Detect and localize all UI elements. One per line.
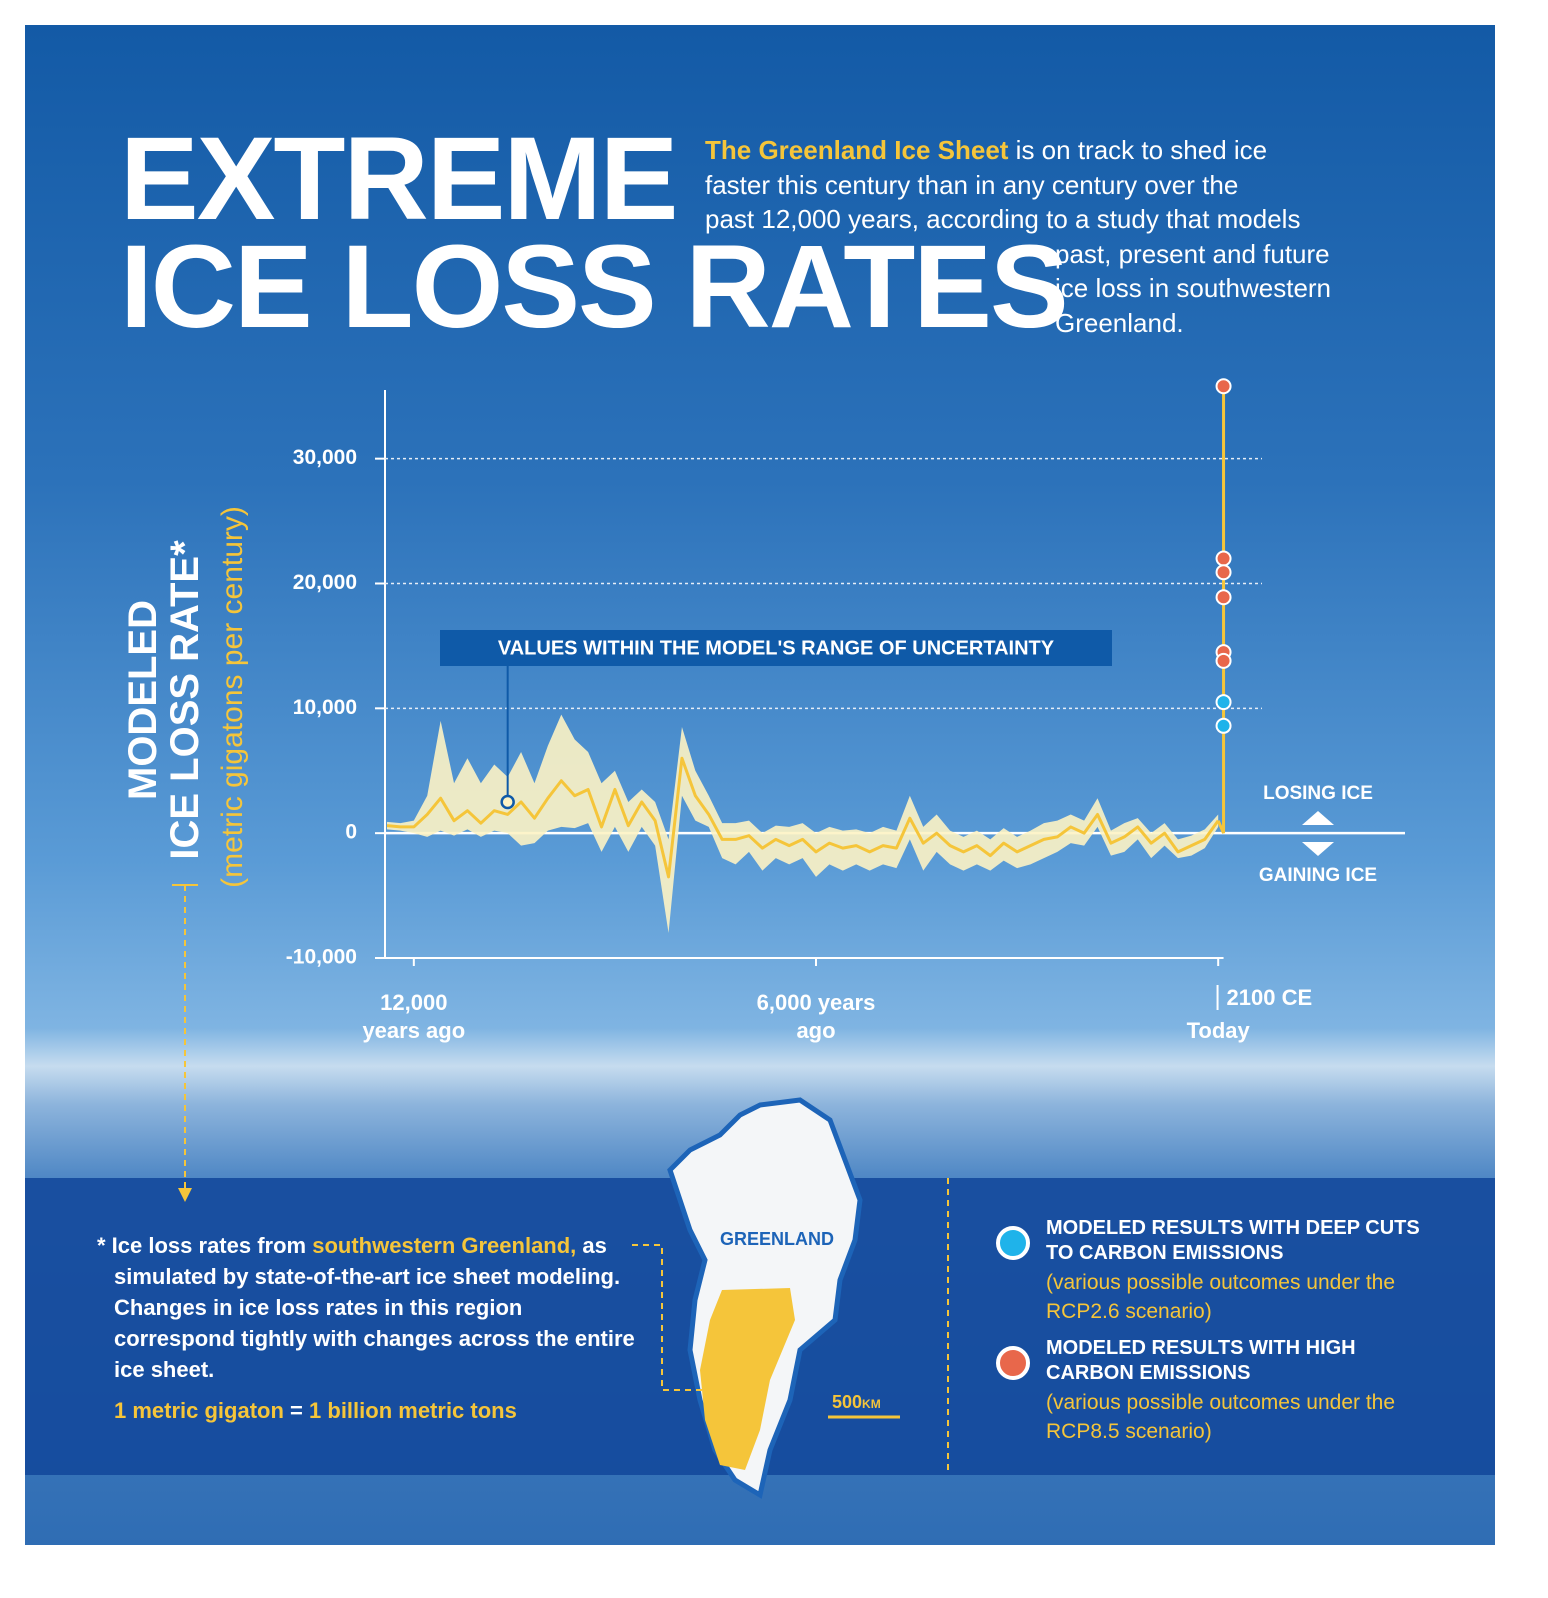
title-line: ICE LOSS RATES <box>120 221 1069 353</box>
unit-right: 1 billion metric tons <box>309 1398 517 1423</box>
losing-label: LOSING ICE <box>1263 783 1373 804</box>
annotation-box <box>440 630 1112 666</box>
projection-point <box>1215 550 1232 567</box>
y-tick-label: 20,000 <box>293 571 357 594</box>
arrow-head <box>178 1188 192 1202</box>
title: EXTREME ICE LOSS RATES <box>120 113 1069 353</box>
down-arrow <box>1302 842 1334 856</box>
annotation-text: VALUES WITHIN THE MODEL'S RANGE OF UNCER… <box>498 637 1055 659</box>
scale-label: 500KM <box>832 1392 881 1413</box>
intro-line: past 12,000 years, according to a study … <box>705 204 1301 234</box>
legend-note: (various possible outcomes under the RCP… <box>1046 1391 1396 1443</box>
x-tick-label: Today <box>1186 1018 1250 1043</box>
intro-line: Greenland. <box>1055 307 1184 338</box>
legend-note: (various possible outcomes under the RCP… <box>1046 1271 1396 1323</box>
x-end-label: 2100 CE <box>1226 985 1313 1010</box>
unit-note: 1 metric gigaton = 1 billion metric tons <box>114 1398 517 1424</box>
y-axis-title-line: ICE LOSS RATE* <box>163 540 207 860</box>
y-axis-title: MODELEDICE LOSS RATE* <box>121 540 207 860</box>
projection-point <box>1215 717 1232 734</box>
intro-line: past, present and future <box>1055 238 1330 269</box>
y-axis-title-line: MODELED <box>121 600 165 800</box>
legend-name: MODELED RESULTS WITH HIGH CARBON EMISSIO… <box>1046 1337 1356 1384</box>
legend-marker <box>996 1346 1030 1380</box>
median-line <box>386 756 1220 879</box>
legend-marker <box>996 1226 1030 1260</box>
southwest-region <box>700 1288 795 1470</box>
scale-value: 500 <box>832 1392 863 1412</box>
unit-eq: = <box>290 1398 303 1423</box>
y-tick-label: 10,000 <box>293 696 357 719</box>
footnote: * Ice loss rates from southwestern Green… <box>97 1230 649 1385</box>
projection-point <box>1215 652 1232 669</box>
map-label: GREENLAND <box>720 1229 835 1249</box>
intro-line: The Greenland Ice Sheet is on track to s… <box>705 133 1331 168</box>
map <box>667 1097 900 1499</box>
footnote-text: * Ice loss rates from <box>97 1233 307 1258</box>
projection-connector <box>1216 386 1226 834</box>
connectors <box>172 884 949 1475</box>
x-tick-label: 6,000 years ago <box>756 990 876 1043</box>
projection-point <box>1215 378 1232 395</box>
footnote-highlight: southwestern Greenland, <box>312 1233 577 1258</box>
projection-point <box>1215 694 1232 711</box>
y-tick-label: -10,000 <box>286 946 357 969</box>
intro-line: ice loss in southwestern <box>1055 273 1332 303</box>
y-tick-label: 30,000 <box>293 446 357 469</box>
y-tick-label: 0 <box>345 821 357 844</box>
scale-unit: KM <box>862 1397 881 1411</box>
projection-point <box>1215 564 1232 581</box>
gaining-label: GAINING ICE <box>1259 865 1377 886</box>
intro: The Greenland Ice Sheet is on track to s… <box>705 133 1331 340</box>
unit-left: 1 metric gigaton <box>114 1398 284 1423</box>
title-line: EXTREME <box>120 113 678 245</box>
x-tick-label: 12,000 years ago <box>362 990 466 1043</box>
up-arrow <box>1302 811 1334 825</box>
intro-line: faster this century than in any century … <box>705 169 1239 200</box>
y-axis-subtitle: (metric gigatons per century) <box>216 506 249 888</box>
intro-text: is on track to shed ice <box>1015 135 1268 165</box>
projection-point <box>1215 589 1232 606</box>
legend-name: MODELED RESULTS WITH DEEP CUTS TO CARBON… <box>1046 1217 1420 1264</box>
footnote-text: as simulated by state-of-the-art ice she… <box>114 1233 635 1382</box>
dashed-connector <box>632 1244 705 1391</box>
uncertainty-band <box>387 714 1219 934</box>
annotation-marker <box>500 794 515 810</box>
intro-highlight: The Greenland Ice Sheet <box>705 135 1009 165</box>
